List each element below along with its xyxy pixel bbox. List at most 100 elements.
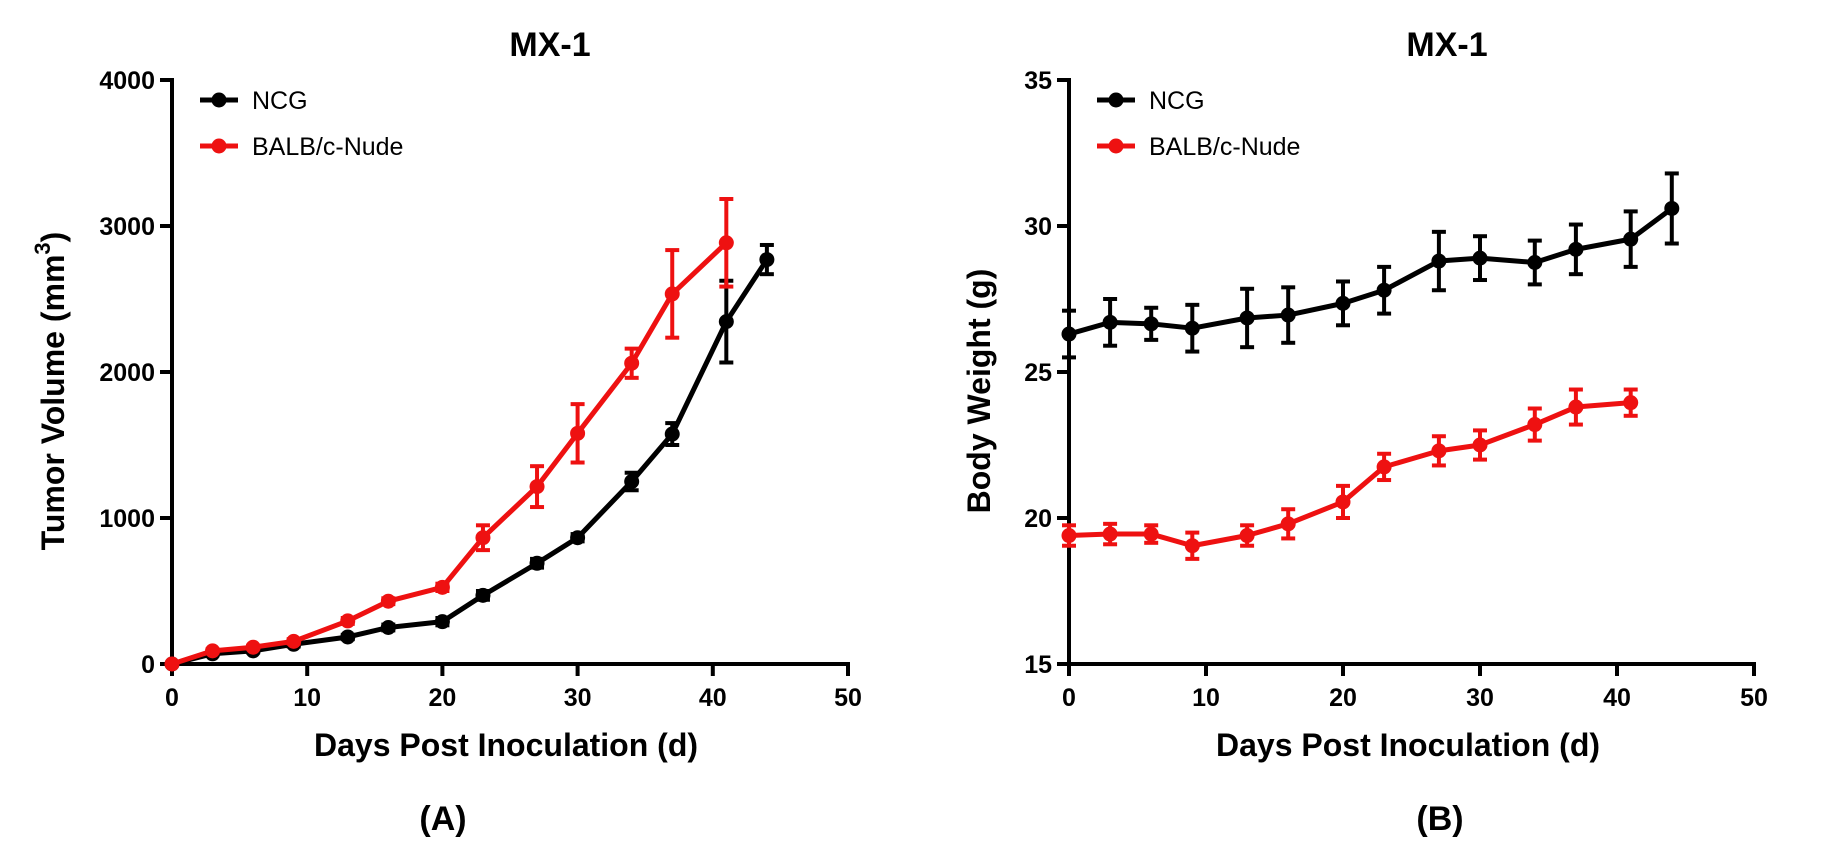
data-point <box>1527 417 1543 433</box>
legend-label: BALB/c-Nude <box>1149 133 1300 161</box>
y-tick-label: 25 <box>1024 359 1052 387</box>
legend-marker <box>211 92 227 108</box>
data-point <box>1335 295 1351 311</box>
series-line <box>171 240 729 667</box>
data-point <box>1239 528 1255 544</box>
data-point <box>718 314 734 330</box>
data-point <box>1184 320 1200 336</box>
data-point <box>434 614 450 630</box>
data-point <box>1102 526 1118 542</box>
data-point <box>1376 459 1392 475</box>
legend-marker <box>211 138 227 154</box>
y-tick-label: 3000 <box>99 213 155 241</box>
series-ncg <box>1061 171 1680 360</box>
data-point <box>1472 250 1488 266</box>
data-point <box>759 252 775 268</box>
data-point <box>380 593 396 609</box>
x-tick-label: 40 <box>699 684 727 712</box>
data-point <box>1568 399 1584 415</box>
data-point <box>570 425 586 441</box>
y-tick-label: 4000 <box>99 67 155 95</box>
y-tick-label: 2000 <box>99 359 155 387</box>
chart-title: MX-1 <box>1406 26 1487 64</box>
series-balb-c-nude <box>164 196 734 672</box>
y-axis-label-superscript: 3 <box>30 242 55 254</box>
data-point <box>570 530 586 546</box>
body-weight-chart: MX-1 Days Post Inoculation (d) Body Weig… <box>961 26 1768 838</box>
data-point <box>1623 231 1639 247</box>
data-point <box>1184 538 1200 554</box>
x-tick-label: 30 <box>564 684 592 712</box>
y-tick-label: 35 <box>1024 67 1052 95</box>
data-point <box>1061 528 1077 544</box>
data-point <box>624 355 640 371</box>
data-point <box>1239 310 1255 326</box>
panel-label: (A) <box>419 800 466 838</box>
legend-item: NCG <box>200 87 308 115</box>
y-axis-label: Tumor Volume (mm3) <box>30 232 71 551</box>
data-point <box>1280 307 1296 323</box>
chart-title: MX-1 <box>509 26 590 64</box>
legend-item: NCG <box>1097 87 1205 115</box>
data-point <box>718 235 734 251</box>
data-point <box>664 426 680 442</box>
x-tick-label: 50 <box>1740 684 1768 712</box>
x-tick-label: 40 <box>1603 684 1631 712</box>
y-tick-label: 15 <box>1024 651 1052 679</box>
data-point <box>1664 200 1680 216</box>
data-point <box>340 613 356 629</box>
tumor-volume-chart: MX-1 Days Post Inoculation (d) Tumor Vol… <box>30 26 862 838</box>
data-point <box>529 555 545 571</box>
x-tick-label: 10 <box>1192 684 1220 712</box>
series-line <box>171 258 769 667</box>
series-line <box>1068 206 1674 337</box>
legend-label: BALB/c-Nude <box>252 133 403 161</box>
x-tick-label: 0 <box>1062 684 1076 712</box>
data-point <box>1143 316 1159 332</box>
legend-marker <box>1108 92 1124 108</box>
x-tick-label: 50 <box>834 684 862 712</box>
data-point <box>475 587 491 603</box>
y-tick-label: 20 <box>1024 505 1052 533</box>
x-tick-label: 20 <box>1329 684 1357 712</box>
data-point <box>1143 526 1159 542</box>
x-axis-label: Days Post Inoculation (d) <box>1216 727 1600 763</box>
data-point <box>529 479 545 495</box>
data-point <box>664 286 680 302</box>
data-point <box>1568 241 1584 257</box>
data-point <box>340 629 356 645</box>
data-point <box>1431 443 1447 459</box>
data-point <box>1376 282 1392 298</box>
data-point <box>1431 253 1447 269</box>
data-point <box>1527 255 1543 270</box>
data-point <box>624 474 640 489</box>
panel-label: (B) <box>1416 800 1463 838</box>
legend-marker <box>1108 138 1124 154</box>
data-point <box>286 633 302 649</box>
y-axis-label: Body Weight (g) <box>961 269 997 514</box>
x-axis-label: Days Post Inoculation (d) <box>314 727 698 763</box>
data-point <box>1102 314 1118 330</box>
series-ncg <box>164 242 775 672</box>
data-point <box>205 643 221 659</box>
data-point <box>1623 395 1639 411</box>
data-point <box>245 639 261 655</box>
y-tick-label: 30 <box>1024 213 1052 241</box>
legend-item: BALB/c-Nude <box>1097 133 1300 161</box>
data-point <box>1335 494 1351 510</box>
y-tick-label: 1000 <box>99 505 155 533</box>
data-point <box>475 530 491 546</box>
data-point <box>1472 437 1488 453</box>
data-point <box>1061 326 1077 342</box>
x-tick-label: 0 <box>165 684 179 712</box>
data-point <box>1280 516 1296 532</box>
x-tick-label: 10 <box>293 684 321 712</box>
data-point <box>434 579 450 595</box>
legend-label: NCG <box>1149 87 1205 115</box>
x-tick-label: 20 <box>428 684 456 712</box>
legend-item: BALB/c-Nude <box>200 133 403 161</box>
data-point <box>380 620 396 635</box>
data-point <box>164 656 180 672</box>
x-tick-label: 30 <box>1466 684 1494 712</box>
